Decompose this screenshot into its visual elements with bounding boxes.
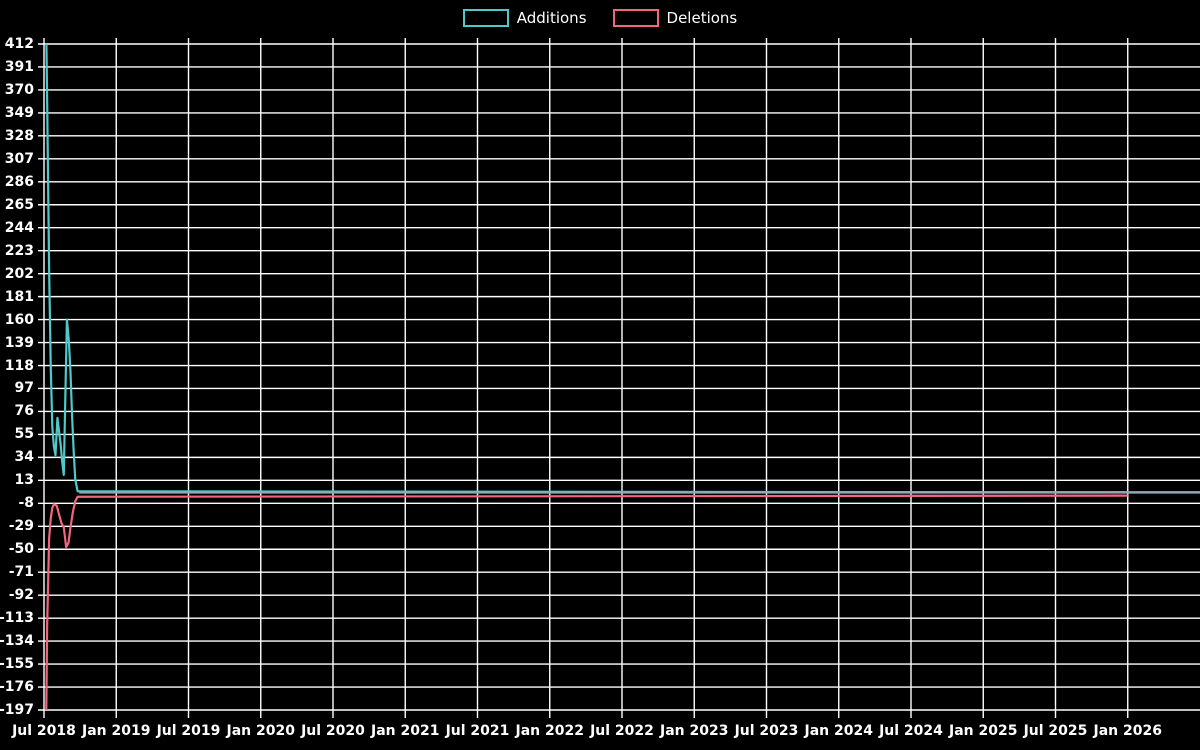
x-axis-tick-label: Jan 2024	[804, 723, 873, 739]
y-axis-tick-label: 202	[4, 265, 34, 282]
y-axis-tick-label: 370	[4, 81, 34, 98]
y-axis-tick-label: -176	[0, 679, 34, 696]
y-axis-tick-label: 76	[14, 403, 34, 420]
y-axis-tick-label: 34	[14, 449, 34, 466]
y-axis-tick-label: 160	[4, 311, 34, 328]
y-axis-tick-label: 244	[4, 219, 34, 236]
y-axis-tick-label: 391	[4, 58, 34, 75]
y-axis-tick-label: 349	[4, 104, 34, 121]
y-axis-tick-label: 286	[4, 173, 34, 190]
x-axis-tick-label: Jul 2024	[879, 723, 943, 739]
legend-swatch-deletions	[612, 9, 659, 27]
x-axis-tick-label: Jul 2018	[12, 723, 76, 739]
y-axis-tick-label: -155	[0, 656, 34, 673]
y-axis-tick-label: 118	[4, 357, 34, 374]
legend-label-additions: Additions	[516, 8, 587, 27]
x-axis-tick-label: Jul 2023	[734, 723, 799, 739]
chart-series-group	[44, 44, 1200, 710]
x-axis-tick-label: Jan 2022	[515, 723, 584, 739]
y-axis-tick-label: -197	[0, 702, 34, 718]
x-axis-tick-label: Jan 2019	[82, 723, 151, 739]
y-axis-tick-label: -50	[8, 541, 34, 558]
y-axis-tick-label: 328	[4, 127, 34, 144]
chart-gridlines	[38, 38, 1200, 718]
x-axis-tick-label: Jul 2025	[1023, 723, 1088, 739]
x-axis-tick-label: Jul 2021	[445, 723, 510, 739]
x-axis-tick-label: Jan 2026	[1093, 723, 1162, 739]
y-axis-tick-label: 307	[4, 150, 34, 167]
x-axis-tick-label: Jan 2021	[371, 723, 440, 739]
series-line-additions	[44, 44, 1128, 494]
y-axis-tick-label: -113	[0, 610, 34, 627]
y-axis-tick-label: -8	[18, 495, 34, 512]
y-axis-tick-label: -92	[8, 587, 34, 604]
series-line-deletions	[44, 494, 1128, 710]
y-axis-tick-label: 139	[4, 334, 34, 351]
y-axis-tick-label: 55	[14, 426, 34, 443]
x-axis-tick-label: Jan 2025	[949, 723, 1018, 739]
y-axis-tick-label: 265	[4, 196, 34, 213]
legend-item-additions[interactable]: Additions	[462, 8, 587, 27]
y-axis-tick-label: -71	[8, 564, 34, 581]
x-axis-tick-label: Jul 2019	[156, 723, 221, 739]
legend-swatch-additions	[462, 9, 509, 27]
legend-item-deletions[interactable]: Deletions	[612, 8, 738, 27]
x-axis-tick-label: Jul 2022	[590, 723, 654, 739]
x-axis-tick-label: Jan 2023	[660, 723, 729, 739]
y-axis-tick-label: -29	[8, 518, 34, 535]
legend-label-deletions: Deletions	[666, 8, 738, 27]
y-axis-tick-label: 13	[14, 472, 34, 489]
y-axis-tick-label: -134	[0, 633, 34, 650]
y-axis-tick-label: 412	[4, 36, 34, 52]
y-axis-tick-label: 223	[4, 242, 34, 259]
x-axis-tick-label: Jul 2020	[301, 723, 365, 739]
chart-legend: Additions Deletions	[0, 0, 1200, 36]
x-axis-tick-label: Jan 2020	[226, 723, 295, 739]
y-axis-tick-label: 181	[4, 288, 34, 305]
y-axis-tick-label: 97	[14, 380, 34, 397]
